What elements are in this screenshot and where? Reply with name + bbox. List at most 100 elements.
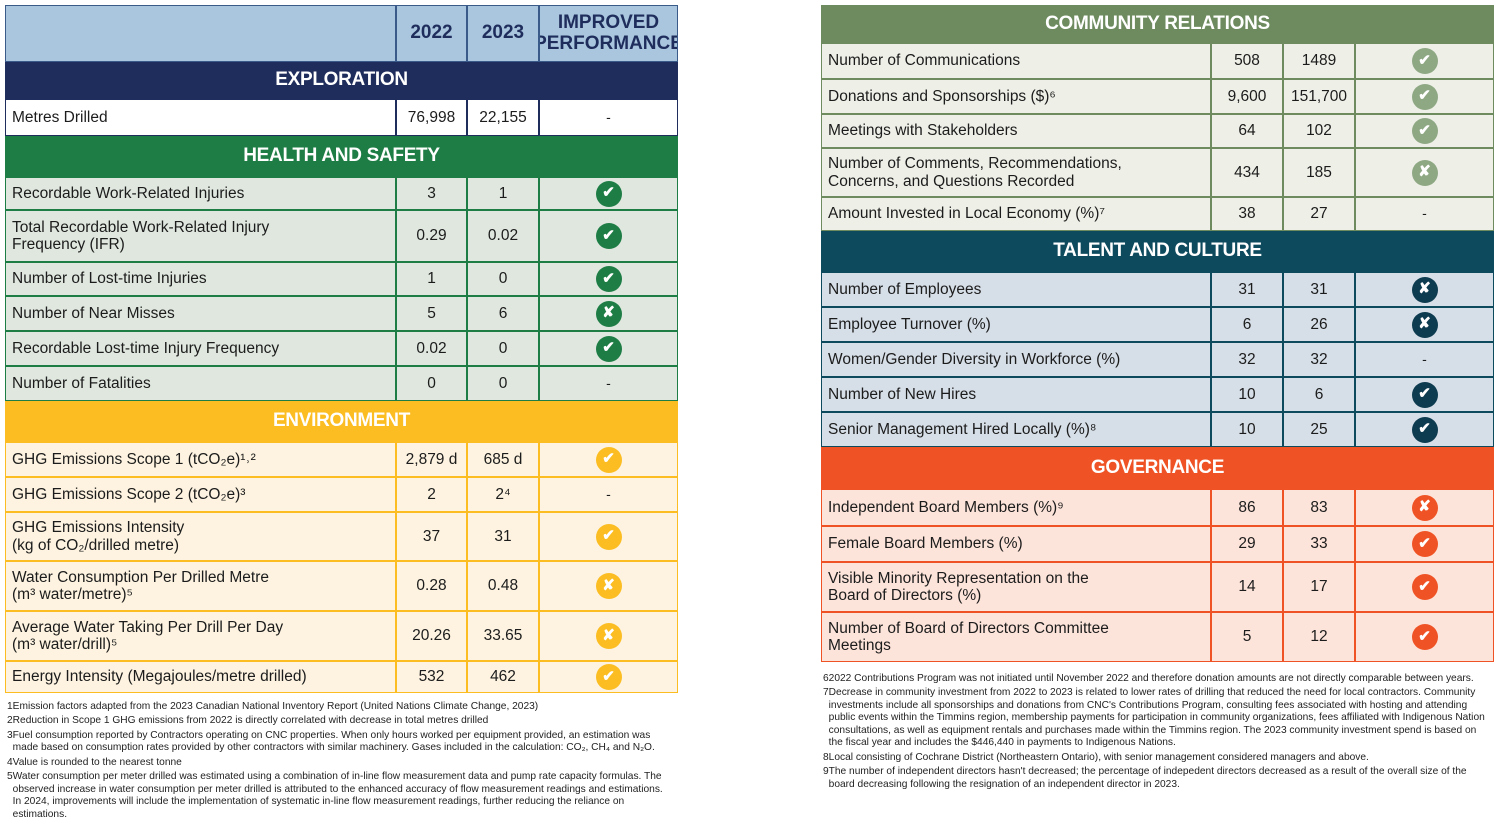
status-cell: ✘ — [1355, 489, 1494, 526]
value-cell: 31 — [467, 512, 539, 561]
column-header: IMPROVED PERFORMANCE — [539, 5, 678, 62]
row-label: Number of Fatalities — [5, 366, 396, 401]
value-cell: 434 — [1211, 148, 1283, 197]
section-header: EXPLORATION — [5, 62, 678, 99]
row-label: Amount Invested in Local Economy (%)⁷ — [821, 197, 1211, 231]
status-icon: ✔ — [1411, 381, 1438, 408]
status-icon: ✔ — [595, 523, 622, 550]
value-cell: 83 — [1283, 489, 1355, 526]
status-icon: ✘ — [595, 623, 622, 649]
footnote-mark: 2 — [7, 715, 13, 727]
footnote: 7 Decrease in community investment from 2… — [823, 687, 1490, 749]
footnote-mark: 6 — [823, 673, 829, 684]
footnote-text: Emission factors adapted from the 2023 C… — [12, 701, 539, 712]
value-cell: 12 — [1283, 612, 1355, 662]
footnote-mark: 3 — [7, 729, 13, 741]
status-icon: ✔ — [1411, 531, 1438, 557]
row-label: Metres Drilled — [5, 99, 396, 136]
status-cell: ✔ — [539, 177, 678, 210]
row-label: Number of Employees — [821, 272, 1211, 307]
footnotes: 6 2022 Contributions Program was not init… — [823, 673, 1490, 838]
status-dash: - — [1422, 205, 1427, 222]
status-cell: ✔ — [1355, 114, 1494, 148]
status-icon: ✘ — [595, 573, 622, 599]
value-cell: 32 — [1283, 342, 1355, 377]
status-cell: ✘ — [1355, 272, 1494, 307]
footnote-mark: 1 — [7, 701, 13, 712]
status-cell: ✔ — [539, 661, 678, 693]
row-label: Meetings with Stakeholders — [821, 114, 1211, 148]
row-label: Number of Communications — [821, 43, 1211, 79]
value-cell: 27 — [1283, 197, 1355, 231]
row-label: Recordable Work-Related Injuries — [5, 177, 396, 210]
value-cell: 38 — [1211, 197, 1283, 231]
value-cell: 10 — [1211, 412, 1283, 447]
status-cell: ✘ — [539, 296, 678, 331]
row-label: Women/Gender Diversity in Workforce (%) — [821, 342, 1211, 377]
value-cell: 6 — [1283, 377, 1355, 412]
value-cell: 2,879 d — [396, 442, 467, 477]
value-cell: 14 — [1211, 562, 1283, 612]
value-cell: 151,700 — [1283, 79, 1355, 114]
value-cell: 3 — [396, 177, 467, 210]
status-cell: ✔ — [539, 331, 678, 366]
footnote: 1 Emission factors adapted from the 2023 … — [7, 701, 674, 713]
value-cell: 86 — [1211, 489, 1283, 526]
status-icon: ✘ — [1411, 494, 1438, 521]
status-icon: ✔ — [595, 180, 622, 207]
value-cell: 26 — [1283, 307, 1355, 342]
value-cell: 0.48 — [467, 561, 539, 611]
row-label: Energy Intensity (Megajoules/metre drill… — [5, 661, 396, 693]
status-icon: ✔ — [595, 335, 622, 362]
status-cell: ✔ — [539, 262, 678, 296]
status-cell: ✘ — [539, 611, 678, 661]
row-label: Average Water Taking Per Drill Per Day (… — [5, 611, 396, 661]
row-label: Number of Comments, Recommendations, Con… — [821, 148, 1211, 197]
footnote-text: Water consumption per meter drilled was … — [12, 771, 663, 820]
footnote: 2 Reduction in Scope 1 GHG emissions from… — [7, 715, 674, 727]
row-label: Independent Board Members (%)⁹ — [821, 489, 1211, 526]
status-cell: ✔ — [539, 442, 678, 477]
status-cell: ✔ — [1355, 412, 1494, 447]
value-cell: 31 — [1283, 272, 1355, 307]
row-label: Donations and Sponsorships ($)⁶ — [821, 79, 1211, 114]
row-label: Number of New Hires — [821, 377, 1211, 412]
value-cell: 462 — [467, 661, 539, 693]
value-cell: 2⁴ — [467, 477, 539, 512]
status-icon: ✔ — [1411, 48, 1438, 74]
value-cell: 37 — [396, 512, 467, 561]
footnote-mark: 9 — [823, 766, 829, 778]
value-cell: 29 — [1211, 526, 1283, 562]
footnote-text: Reduction in Scope 1 GHG emissions from … — [12, 715, 489, 727]
footnote-mark: 8 — [823, 751, 829, 763]
footnote-text: Local consisting of Cochrane District (N… — [828, 751, 1369, 763]
value-cell: 17 — [1283, 562, 1355, 612]
footnote-text: 2022 Contributions Program was not initi… — [828, 673, 1474, 684]
status-icon: ✘ — [595, 300, 622, 327]
value-cell: 1 — [467, 177, 539, 210]
row-label: Number of Near Misses — [5, 296, 396, 331]
status-icon: ✔ — [1411, 83, 1438, 110]
value-cell: 0 — [467, 262, 539, 296]
value-cell: 0.29 — [396, 210, 467, 262]
value-cell: 0 — [467, 366, 539, 401]
value-cell: 6 — [1211, 307, 1283, 342]
section-header: ENVIRONMENT — [5, 401, 678, 442]
status-cell: - — [1355, 342, 1494, 377]
footnote: 4 Value is rounded to the nearest tonne — [7, 757, 674, 769]
row-label: Total Recordable Work-Related Injury Fre… — [5, 210, 396, 262]
value-cell: 2 — [396, 477, 467, 512]
value-cell: 9,600 — [1211, 79, 1283, 114]
value-cell: 185 — [1283, 148, 1355, 197]
value-cell: 685 d — [467, 442, 539, 477]
status-cell: ✔ — [539, 512, 678, 561]
row-label: Female Board Members (%) — [821, 526, 1211, 562]
status-icon: ✔ — [595, 446, 622, 473]
status-icon: ✔ — [1411, 416, 1438, 443]
row-label: Number of Lost-time Injuries — [5, 262, 396, 296]
row-label: Visible Minority Representation on the B… — [821, 562, 1211, 612]
footnote-text: The number of independent directors hasn… — [828, 766, 1467, 790]
row-label: Recordable Lost-time Injury Frequency — [5, 331, 396, 366]
value-cell: 6 — [467, 296, 539, 331]
